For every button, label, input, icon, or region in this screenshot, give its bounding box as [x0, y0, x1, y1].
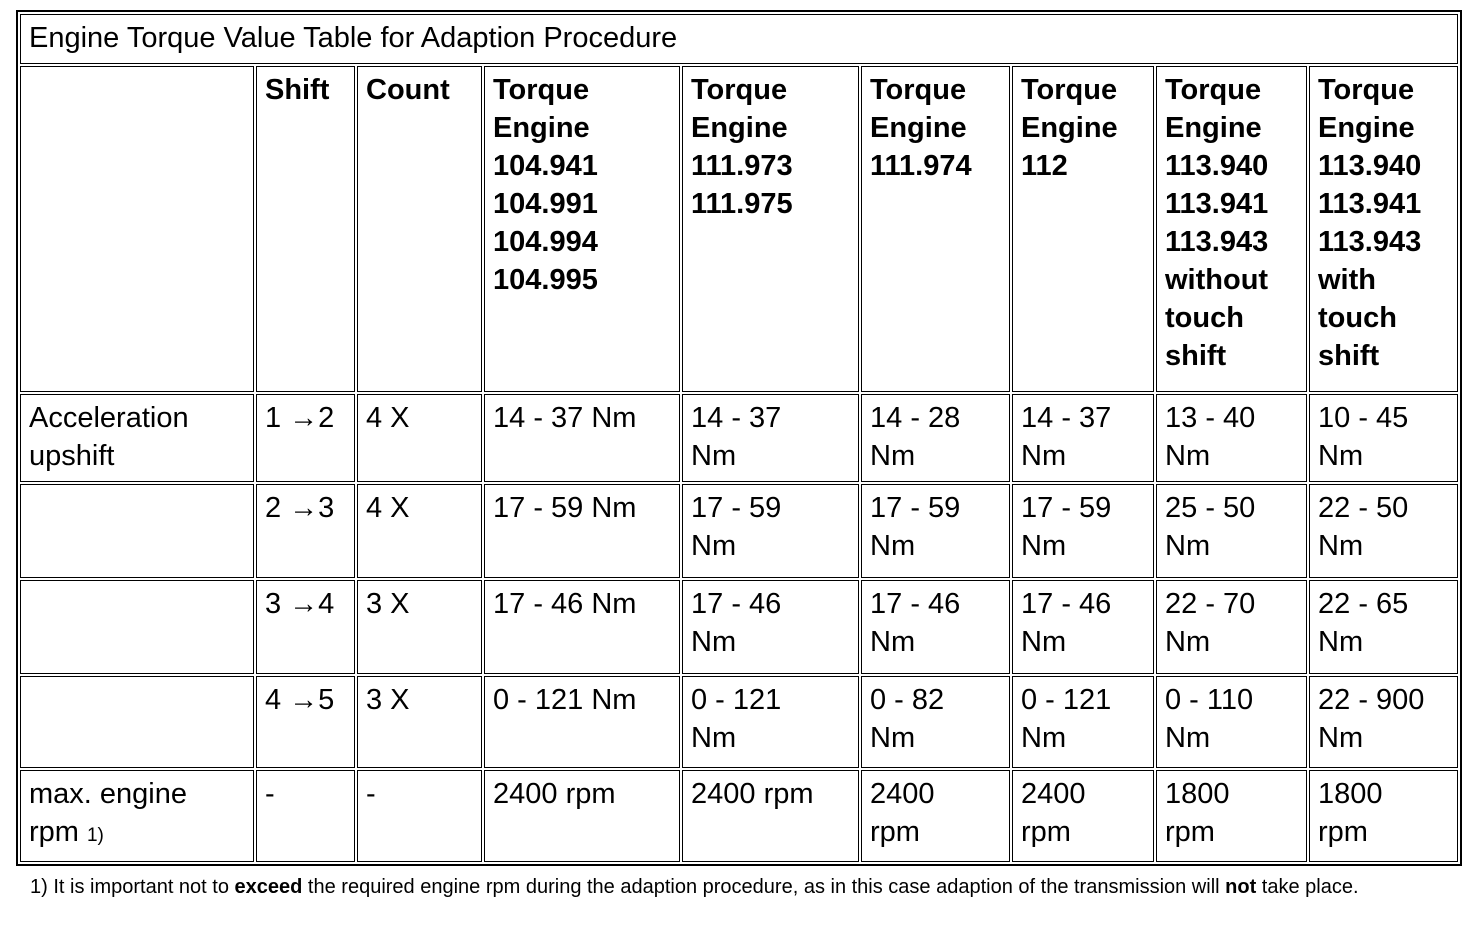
table-cell: 4 →5 [256, 676, 355, 768]
column-header-engine-113-with-touch-shift: Torque Engine 113.940 113.941 113.943 wi… [1309, 66, 1459, 392]
table-cell: 3 →4 [256, 580, 355, 674]
table-cell: 17 - 59 Nm [484, 484, 680, 578]
table-cell: 17 - 59 Nm [861, 484, 1010, 578]
header-row: Shift Count Torque Engine 104.941 104.99… [20, 66, 1459, 392]
table-row: 2 →3 4 X 17 - 59 Nm 17 - 59 Nm 17 - 59 N… [20, 484, 1459, 578]
table-cell: 14 - 37 Nm [682, 394, 859, 482]
row-label-text: max. engine rpm [29, 778, 187, 848]
table-cell: 4 X [357, 394, 482, 482]
row-label-empty [20, 676, 254, 768]
table-cell: - [357, 770, 482, 862]
table-cell: 13 - 40 Nm [1156, 394, 1307, 482]
table-cell: - [256, 770, 355, 862]
row-label-empty [20, 484, 254, 578]
table-cell: 1800 rpm [1156, 770, 1307, 862]
column-header-empty [20, 66, 254, 392]
row-label-empty [20, 580, 254, 674]
table-cell: 14 - 28 Nm [861, 394, 1010, 482]
footnote: 1) It is important not to exceed the req… [30, 876, 1359, 898]
table-cell: 2400 rpm [484, 770, 680, 862]
table-cell: 0 - 110 Nm [1156, 676, 1307, 768]
table-cell: 17 - 46 Nm [861, 580, 1010, 674]
table-title: Engine Torque Value Table for Adaption P… [20, 14, 1459, 64]
row-label-acceleration-upshift: Acceleration upshift [20, 394, 254, 482]
table-cell: 14 - 37 Nm [484, 394, 680, 482]
table-cell: 0 - 82 Nm [861, 676, 1010, 768]
column-header-engine-112: Torque Engine 112 [1012, 66, 1154, 392]
table-cell: 2400 rpm [861, 770, 1010, 862]
table-cell: 22 - 900 Nm [1309, 676, 1459, 768]
column-header-engine-111-974: Torque Engine 111.974 [861, 66, 1010, 392]
table-cell: 14 - 37 Nm [1012, 394, 1154, 482]
table-row: Acceleration upshift 1 →2 4 X 14 - 37 Nm… [20, 394, 1459, 482]
table-cell: 25 - 50 Nm [1156, 484, 1307, 578]
table-cell: 17 - 59 Nm [682, 484, 859, 578]
row-label-max-engine-rpm: max. engine rpm 1) [20, 770, 254, 862]
table-cell: 2 →3 [256, 484, 355, 578]
column-header-shift: Shift [256, 66, 355, 392]
table-cell: 0 - 121 Nm [484, 676, 680, 768]
column-header-engine-104: Torque Engine 104.941 104.991 104.994 10… [484, 66, 680, 392]
column-header-engine-113-without-touch-shift: Torque Engine 113.940 113.941 113.943 wi… [1156, 66, 1307, 392]
table-cell: 17 - 46 Nm [682, 580, 859, 674]
table-cell: 22 - 50 Nm [1309, 484, 1459, 578]
table-cell: 1 →2 [256, 394, 355, 482]
engine-torque-table: Engine Torque Value Table for Adaption P… [16, 10, 1463, 866]
table-cell: 10 - 45 Nm [1309, 394, 1459, 482]
table-cell: 2400 rpm [682, 770, 859, 862]
title-row: Engine Torque Value Table for Adaption P… [20, 14, 1459, 64]
table-cell: 17 - 46 Nm [1012, 580, 1154, 674]
table-row: max. engine rpm 1) - - 2400 rpm 2400 rpm … [20, 770, 1459, 862]
table-cell: 22 - 65 Nm [1309, 580, 1459, 674]
column-header-engine-111-973: Torque Engine 111.973 111.975 [682, 66, 859, 392]
column-header-count: Count [357, 66, 482, 392]
table-row: 3 →4 3 X 17 - 46 Nm 17 - 46 Nm 17 - 46 N… [20, 580, 1459, 674]
table-cell: 3 X [357, 580, 482, 674]
table-cell: 4 X [357, 484, 482, 578]
table-cell: 0 - 121 Nm [682, 676, 859, 768]
footnote-reference-marker: 1) [86, 825, 104, 846]
table-cell: 0 - 121 Nm [1012, 676, 1154, 768]
table-cell: 3 X [357, 676, 482, 768]
table-cell: 17 - 46 Nm [484, 580, 680, 674]
table-cell: 1800 rpm [1309, 770, 1459, 862]
table-cell: 22 - 70 Nm [1156, 580, 1307, 674]
table-row: 4 →5 3 X 0 - 121 Nm 0 - 121 Nm 0 - 82 Nm… [20, 676, 1459, 768]
table-cell: 17 - 59 Nm [1012, 484, 1154, 578]
table-cell: 2400 rpm [1012, 770, 1154, 862]
